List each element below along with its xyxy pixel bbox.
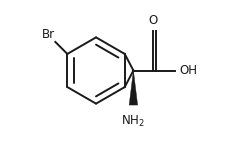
Text: OH: OH (179, 64, 197, 77)
Polygon shape (129, 70, 138, 105)
Text: O: O (149, 14, 158, 27)
Text: Br: Br (42, 28, 55, 41)
Text: NH$_2$: NH$_2$ (121, 114, 145, 129)
